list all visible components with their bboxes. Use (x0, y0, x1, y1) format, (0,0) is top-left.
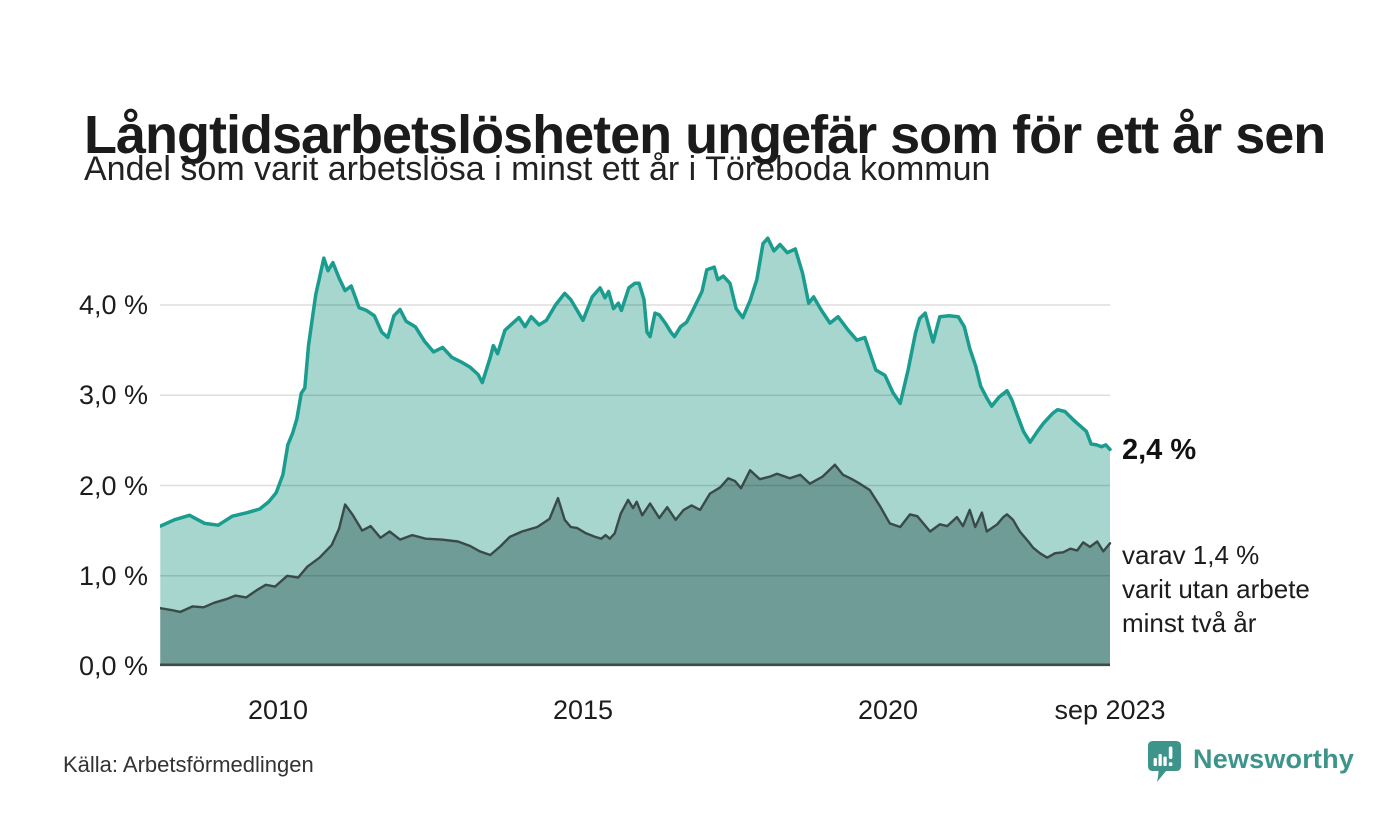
series-line-one-year (158, 236, 1112, 528)
annotation-latest-total: 2,4 % (1122, 434, 1197, 466)
y-tick-label: 4,0 % (78, 290, 148, 320)
x-tick-label: sep 2023 (1054, 695, 1166, 725)
bar-tall (1158, 754, 1162, 766)
series-line-two-years (159, 463, 1112, 614)
newsworthy-icon (1148, 741, 1181, 782)
exclamation-dot (1168, 762, 1173, 766)
area-chart (158, 222, 1112, 670)
page-title: Långtidsarbetslösheten ungefär som för e… (84, 105, 1326, 166)
page-subtitle: Andel som varit arbetslösa i minst ett å… (84, 150, 991, 188)
y-tick-label: 1,0 % (78, 560, 148, 591)
source-text: Källa: Arbetsförmedlingen (63, 752, 314, 777)
newsworthy-wordmark: Newsworthy (1193, 744, 1355, 774)
y-tick-label: 3,0 % (78, 380, 148, 411)
area-fill-two-years (160, 464, 1111, 666)
newsworthy-logo: Newsworthy (1146, 740, 1354, 784)
x-tick-label: 2015 (552, 695, 614, 725)
x-tick-label: 2010 (247, 695, 309, 725)
annotation-two-years: varav 1,4 % varit utan arbete minst två … (1122, 538, 1310, 640)
annotation-line: minst två år (1122, 608, 1257, 638)
annotation-line: varit utan arbete (1122, 574, 1310, 604)
bar-short (1153, 758, 1157, 766)
annotation-line: varav 1,4 % (1122, 540, 1260, 570)
x-tick-label: 2020 (857, 695, 919, 725)
bar-medium (1163, 756, 1167, 766)
gridlines (160, 304, 1110, 577)
exclamation-stem (1168, 746, 1173, 759)
area-chart-svg (158, 236, 1112, 667)
y-tick-label: 0,0 % (78, 651, 148, 681)
y-tick-label: 2,0 % (78, 470, 148, 501)
